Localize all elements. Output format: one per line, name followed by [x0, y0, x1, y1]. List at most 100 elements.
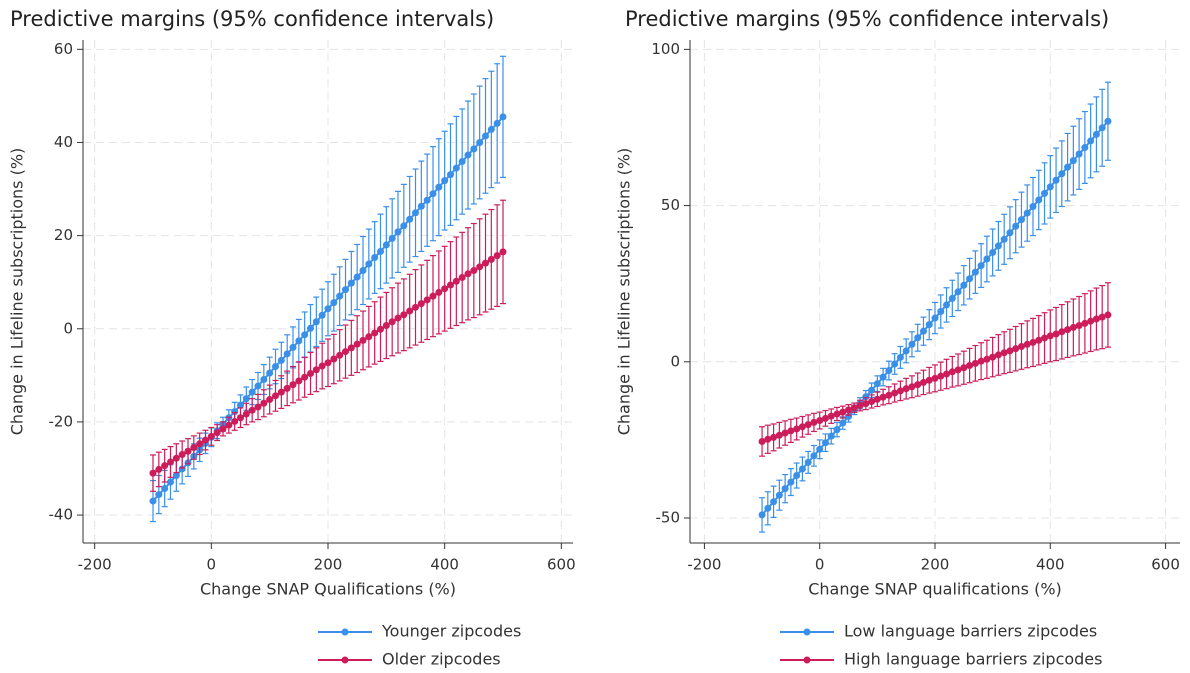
point [816, 417, 824, 425]
point [470, 145, 478, 153]
point [971, 359, 979, 367]
point [798, 465, 806, 473]
point [336, 292, 344, 300]
point [301, 373, 309, 381]
point [406, 215, 414, 223]
x-tick-label: 600 [1151, 556, 1180, 574]
x-tick-label: 200 [314, 556, 343, 574]
point [167, 458, 174, 466]
point [493, 252, 501, 260]
point [977, 357, 985, 365]
point [1081, 319, 1089, 327]
point [971, 268, 979, 276]
point [758, 511, 766, 519]
point [231, 408, 239, 416]
point [312, 318, 320, 326]
point [476, 138, 484, 146]
point [816, 445, 824, 453]
legend-label: Low language barriers zipcodes [844, 622, 1097, 641]
point [966, 362, 974, 370]
point [787, 478, 795, 486]
point [1012, 222, 1020, 230]
chart: Predictive margins (95% confidence inter… [8, 7, 576, 669]
point [342, 348, 349, 356]
point [178, 465, 186, 473]
point [833, 426, 841, 434]
chart-title: Predictive margins (95% confidence inter… [625, 7, 1109, 31]
point [1075, 150, 1083, 158]
legend-marker [803, 656, 811, 664]
point [925, 376, 933, 384]
point [447, 281, 454, 289]
point [1064, 163, 1072, 171]
point [850, 404, 858, 412]
point [983, 355, 991, 363]
point [155, 465, 163, 473]
point [891, 360, 899, 368]
point [914, 334, 922, 342]
legend-marker [803, 628, 811, 636]
point [452, 164, 460, 172]
point [161, 485, 169, 493]
point [1058, 328, 1066, 336]
point [248, 388, 256, 396]
point [184, 447, 192, 455]
point [161, 462, 169, 470]
point [324, 305, 332, 313]
point [1006, 347, 1014, 355]
point [371, 329, 379, 337]
point [931, 314, 939, 322]
point [1075, 322, 1083, 330]
legend-marker [341, 628, 349, 636]
x-axis-label: Change SNAP Qualifications (%) [200, 580, 456, 599]
point [1081, 143, 1089, 151]
point [1046, 183, 1054, 191]
point [908, 383, 916, 391]
x-tick-label: -200 [687, 556, 721, 574]
point [896, 353, 904, 361]
point [770, 433, 778, 441]
point [289, 381, 297, 389]
point [190, 444, 198, 452]
point [833, 410, 841, 418]
point [447, 171, 454, 179]
point [943, 370, 951, 378]
point [868, 386, 876, 394]
point [1029, 203, 1037, 211]
point [330, 299, 338, 307]
point [470, 267, 478, 275]
point [1104, 117, 1112, 125]
point [149, 469, 157, 477]
point [482, 132, 489, 140]
point [1058, 170, 1066, 178]
point [237, 401, 244, 409]
point [775, 491, 783, 499]
series [149, 199, 507, 492]
point [839, 408, 847, 416]
point [423, 296, 431, 304]
point [879, 393, 887, 401]
point [793, 472, 801, 480]
point [1098, 313, 1106, 321]
point [914, 381, 922, 389]
point [1012, 345, 1020, 353]
point [178, 451, 186, 459]
point [937, 307, 945, 315]
point [254, 403, 262, 411]
point [202, 436, 209, 444]
point [441, 177, 449, 185]
point [400, 311, 408, 319]
point [960, 364, 968, 372]
point [1041, 189, 1049, 197]
point [377, 325, 384, 333]
y-tick-label: 60 [54, 40, 73, 58]
point [827, 412, 835, 420]
y-tick-label: 50 [661, 196, 680, 214]
series [758, 81, 1112, 533]
point [487, 125, 495, 133]
point [1087, 137, 1095, 145]
point [1017, 216, 1025, 224]
point [149, 497, 157, 505]
point [359, 267, 367, 275]
